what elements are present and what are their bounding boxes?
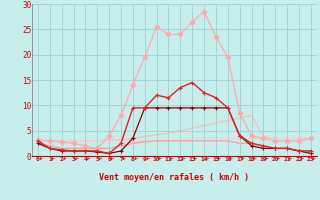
X-axis label: Vent moyen/en rafales ( km/h ): Vent moyen/en rafales ( km/h ) <box>100 173 249 182</box>
